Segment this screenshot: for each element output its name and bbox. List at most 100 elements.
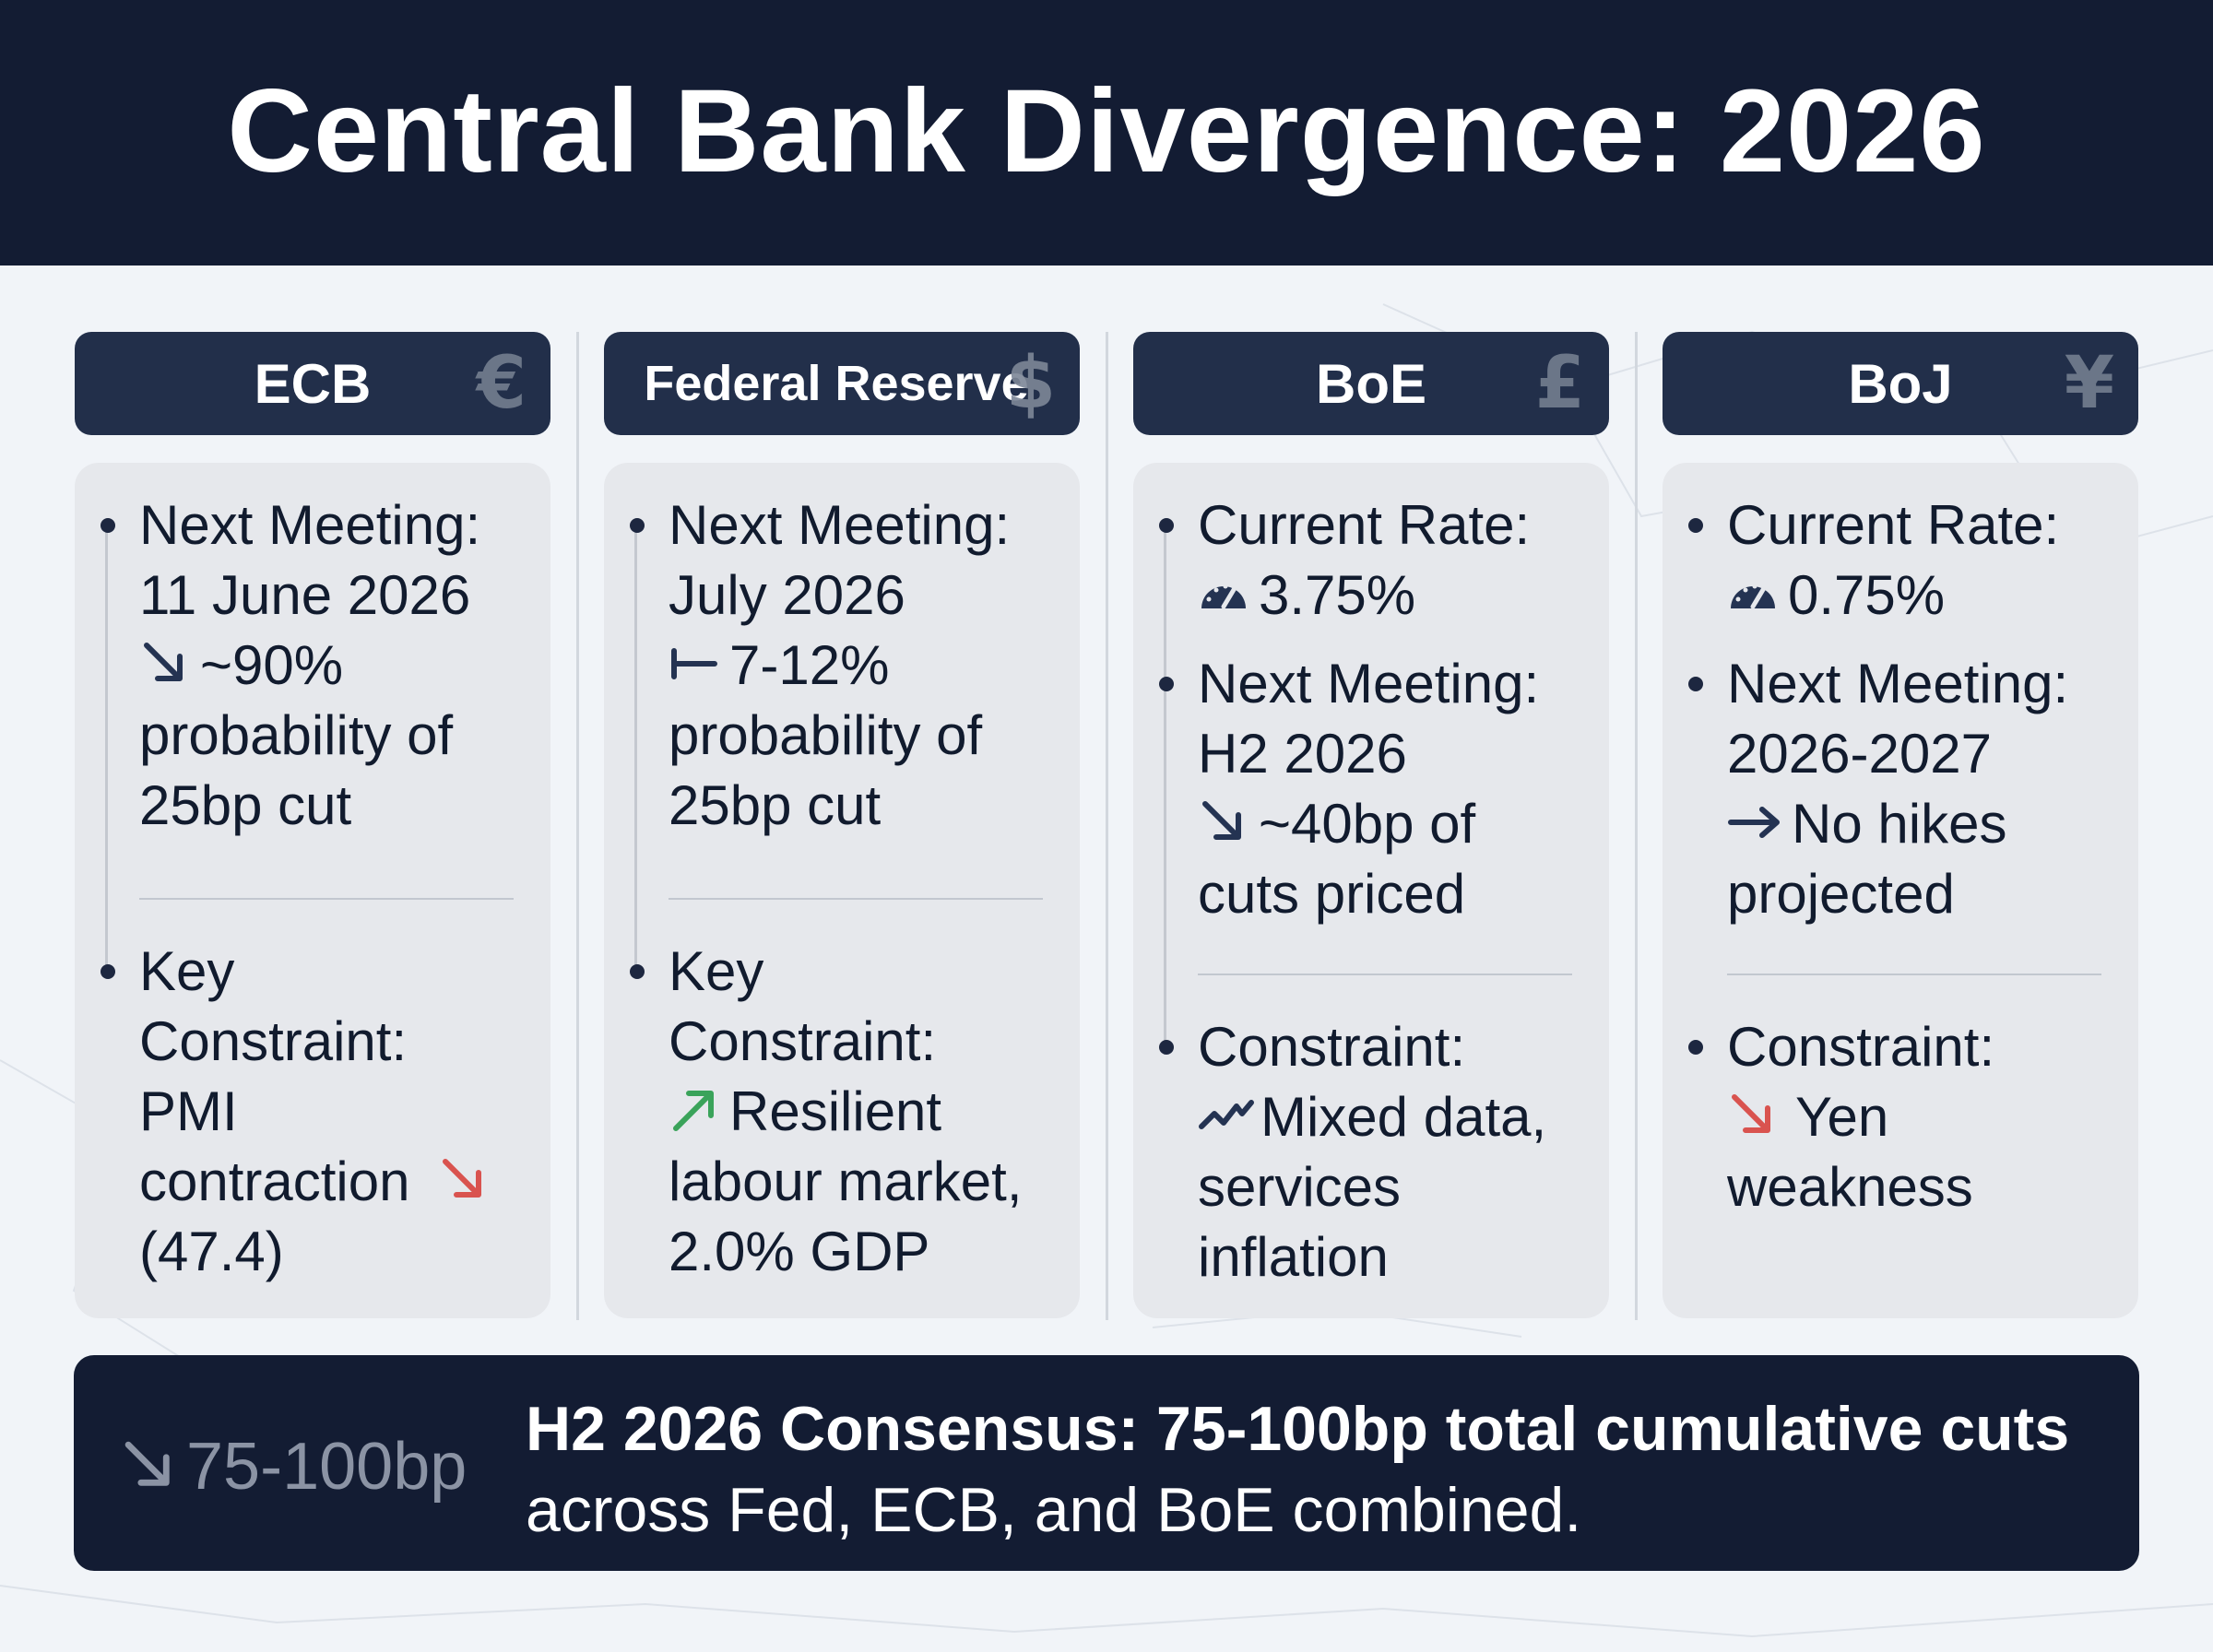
bank-header-fed: Federal Reserve $ bbox=[604, 332, 1080, 435]
pound-icon: £ bbox=[1534, 342, 1585, 425]
rate-block: Current Rate: 3.75% bbox=[1159, 490, 1589, 631]
constraint-text-line: Resilient bbox=[669, 1077, 1059, 1147]
bank-card-fed: Next Meeting: July 2026 7-12% probabilit… bbox=[604, 463, 1080, 1318]
bullet-dot bbox=[630, 518, 645, 533]
constraint-text-line: Mixed data, bbox=[1198, 1082, 1589, 1152]
bank-header-ecb: ECB € bbox=[75, 332, 550, 435]
probability-text: probability of bbox=[669, 704, 983, 766]
meeting-date: 11 June 2026 bbox=[139, 564, 471, 626]
gauge-icon bbox=[1731, 584, 1775, 609]
rate-value-line: 3.75% bbox=[1198, 560, 1589, 631]
section-separator bbox=[1198, 974, 1572, 975]
bank-header-boe: BoE £ bbox=[1133, 332, 1609, 435]
hold-steady-icon bbox=[671, 648, 717, 680]
meeting-date: July 2026 bbox=[669, 564, 905, 626]
bank-card-boj: Current Rate: 0.75% Next Meeting: 2026-2… bbox=[1663, 463, 2138, 1318]
meeting-label: Next Meeting: bbox=[1727, 653, 2069, 714]
bank-column-ecb: ECB € Next Meeting: 11 June 2026 ~90% pr… bbox=[75, 332, 550, 1318]
timeline-line bbox=[634, 527, 637, 970]
consensus-rest: across Fed, ECB, and BoE combined. bbox=[526, 1475, 1582, 1545]
constraint-text-line: contraction bbox=[139, 1147, 530, 1217]
constraint-text: inflation bbox=[1198, 1226, 1389, 1288]
probability-line: 7-12% bbox=[669, 631, 1059, 701]
bullet-dot bbox=[101, 964, 115, 979]
bank-name: BoJ bbox=[1848, 352, 1953, 415]
section-separator bbox=[1727, 974, 2101, 975]
projection-text: projected bbox=[1727, 863, 1955, 925]
consensus-bold: H2 2026 Consensus: 75-100bp total cumula… bbox=[526, 1394, 2070, 1464]
bank-name: BoE bbox=[1316, 352, 1426, 415]
bank-column-fed: Federal Reserve $ Next Meeting: July 202… bbox=[604, 332, 1080, 1318]
arrow-up-right-green-icon bbox=[673, 1091, 714, 1132]
priced-text: cuts priced bbox=[1198, 863, 1466, 925]
constraint-label: Constraint: bbox=[1727, 1016, 1995, 1078]
priced-line: ~40bp of bbox=[1198, 789, 1589, 859]
bullet-dot bbox=[1159, 1040, 1174, 1055]
bullet-dot bbox=[1159, 518, 1174, 533]
projection-line: No hikes bbox=[1727, 789, 2118, 859]
rate-block: Current Rate: 0.75% bbox=[1688, 490, 2118, 631]
title-banner: Central Bank Divergence: 2026 bbox=[0, 0, 2213, 266]
bullet-dot bbox=[1688, 677, 1703, 691]
dollar-icon: $ bbox=[1005, 342, 1056, 425]
section-separator bbox=[139, 898, 514, 900]
euro-icon: € bbox=[476, 342, 527, 425]
gauge-icon bbox=[1201, 584, 1246, 609]
probability-line: ~90% bbox=[139, 631, 530, 701]
section-separator bbox=[669, 898, 1043, 900]
consensus-banner: 75-100bp H2 2026 Consensus: 75-100bp tot… bbox=[74, 1355, 2139, 1571]
timeline-line bbox=[105, 527, 108, 970]
bank-name: Federal Reserve bbox=[644, 356, 1029, 411]
meeting-block: Next Meeting: July 2026 7-12% probabilit… bbox=[630, 490, 1059, 841]
rate-value-line: 0.75% bbox=[1727, 560, 2118, 631]
bank-column-boj: BoJ ¥ Current Rate: 0.75% Next Meeting: … bbox=[1663, 332, 2138, 1318]
probability-text: 25bp cut bbox=[139, 774, 352, 836]
column-divider bbox=[576, 332, 579, 1320]
meeting-block: Next Meeting: 2026-2027 No hikes project… bbox=[1688, 649, 2118, 929]
constraint-text: PMI bbox=[139, 1080, 238, 1142]
meeting-block: Next Meeting: 11 June 2026 ~90% probabil… bbox=[101, 490, 530, 841]
constraint-text-line: Yen bbox=[1727, 1082, 2118, 1152]
bullet-dot bbox=[1688, 518, 1703, 533]
trend-zigzag-icon bbox=[1199, 1100, 1254, 1130]
meeting-block: Next Meeting: H2 2026 ~40bp of cuts pric… bbox=[1159, 649, 1589, 929]
bank-name: ECB bbox=[254, 352, 372, 415]
constraint-label: Key bbox=[669, 940, 764, 1002]
meeting-label: Next Meeting: bbox=[1198, 653, 1540, 714]
constraint-block: Constraint: Yen weakness bbox=[1688, 1012, 2118, 1222]
constraint-block: Constraint: Mixed data, services inflati… bbox=[1159, 1012, 1589, 1292]
bullet-dot bbox=[1159, 677, 1174, 691]
bullet-dot bbox=[101, 518, 115, 533]
rate-label: Current Rate: bbox=[1727, 494, 2060, 556]
constraint-label: Key bbox=[139, 940, 235, 1002]
bank-header-boj: BoJ ¥ bbox=[1663, 332, 2138, 435]
timeline-line bbox=[1164, 527, 1166, 1055]
constraint-text: labour market, bbox=[669, 1150, 1023, 1212]
bullet-dot bbox=[630, 964, 645, 979]
constraint-label: Constraint: bbox=[1198, 1016, 1466, 1078]
consensus-text: H2 2026 Consensus: 75-100bp total cumula… bbox=[526, 1388, 2112, 1551]
meeting-date: H2 2026 bbox=[1198, 723, 1407, 785]
constraint-block: Key Constraint: PMI contraction (47.4) bbox=[101, 937, 530, 1287]
column-divider bbox=[1635, 332, 1638, 1320]
yen-icon: ¥ bbox=[2064, 342, 2114, 425]
meeting-label: Next Meeting: bbox=[669, 494, 1011, 556]
bank-column-boe: BoE £ Current Rate: 3.75% Next Meeting: … bbox=[1133, 332, 1609, 1318]
consensus-headline: 75-100bp bbox=[120, 1429, 467, 1504]
constraint-block: Key Constraint: Resilient labour market,… bbox=[630, 937, 1059, 1287]
page-title: Central Bank Divergence: 2026 bbox=[227, 65, 1986, 197]
probability-text: probability of bbox=[139, 704, 454, 766]
arrow-down-right-icon bbox=[1202, 801, 1241, 841]
meeting-date: 2026-2027 bbox=[1727, 723, 1992, 785]
rate-label: Current Rate: bbox=[1198, 494, 1531, 556]
bank-card-boe: Current Rate: 3.75% Next Meeting: H2 202… bbox=[1133, 463, 1609, 1318]
bank-card-ecb: Next Meeting: 11 June 2026 ~90% probabil… bbox=[75, 463, 550, 1318]
constraint-text: services bbox=[1198, 1156, 1402, 1218]
arrow-down-right-icon bbox=[144, 643, 183, 682]
constraint-label: Constraint: bbox=[669, 1010, 937, 1072]
meeting-label: Next Meeting: bbox=[139, 494, 481, 556]
probability-text: 25bp cut bbox=[669, 774, 882, 836]
constraint-text: weakness bbox=[1727, 1156, 1973, 1218]
arrow-right-icon bbox=[1728, 807, 1780, 839]
constraint-text: (47.4) bbox=[139, 1221, 284, 1282]
